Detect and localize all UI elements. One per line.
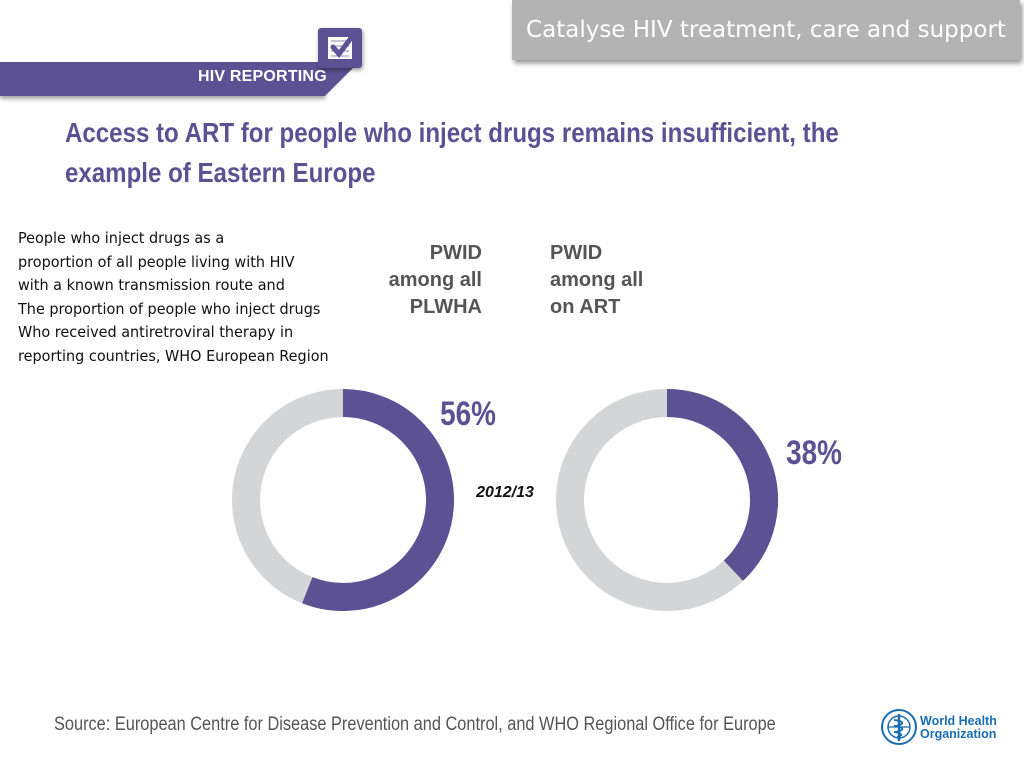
title-line-1: Access to ART for people who inject drug…: [65, 117, 839, 148]
source-note: Source: European Centre for Disease Prev…: [54, 714, 776, 735]
top-banner: Catalyse HIV treatment, care and support: [512, 0, 1020, 60]
who-wordmark-line: Organization: [920, 727, 997, 741]
chart-description: People who inject drugs as a proportion …: [18, 227, 353, 368]
series-label-line: among all: [550, 269, 644, 291]
description-line: People who inject drugs as a: [18, 229, 225, 247]
who-emblem-icon: [881, 709, 917, 745]
year-label: 2012/13: [475, 484, 534, 501]
checkbox-checked-icon: [318, 28, 362, 68]
series-label-art: PWID among all on ART: [550, 240, 750, 321]
slide-title: Access to ART for people who inject drug…: [65, 113, 865, 193]
title-line-2: example of Eastern Europe: [65, 157, 376, 188]
description-line: proportion of all people living with HIV: [18, 252, 295, 271]
series-label-line: PLWHA: [409, 296, 482, 318]
description-line: with a known transmission route and: [18, 276, 285, 294]
series-label-line: PWID: [429, 242, 482, 264]
description-line: The proportion of people who inject drug…: [18, 299, 321, 318]
description-line: Who received antiretroviral therapy in: [18, 323, 294, 341]
description-line: reporting countries, WHO European Region: [18, 346, 329, 365]
who-wordmark: World Health Organization: [920, 715, 997, 741]
banner-text: Catalyse HIV treatment, care and support: [526, 17, 1006, 43]
series-label-plwha: PWID among all PLWHA: [300, 240, 482, 321]
value-label-art: 38%: [786, 433, 842, 471]
hiv-reporting-band: [0, 62, 325, 96]
value-label-plwha: 56%: [440, 394, 496, 432]
series-label-line: PWID: [550, 242, 603, 264]
who-wordmark-line: World Health: [920, 714, 997, 728]
donut-segment-plwha: [302, 389, 454, 611]
series-label-line: on ART: [550, 296, 621, 318]
donut-segment-art: [666, 389, 778, 581]
series-label-line: among all: [388, 269, 482, 291]
section-label: HIV REPORTING: [198, 68, 327, 85]
